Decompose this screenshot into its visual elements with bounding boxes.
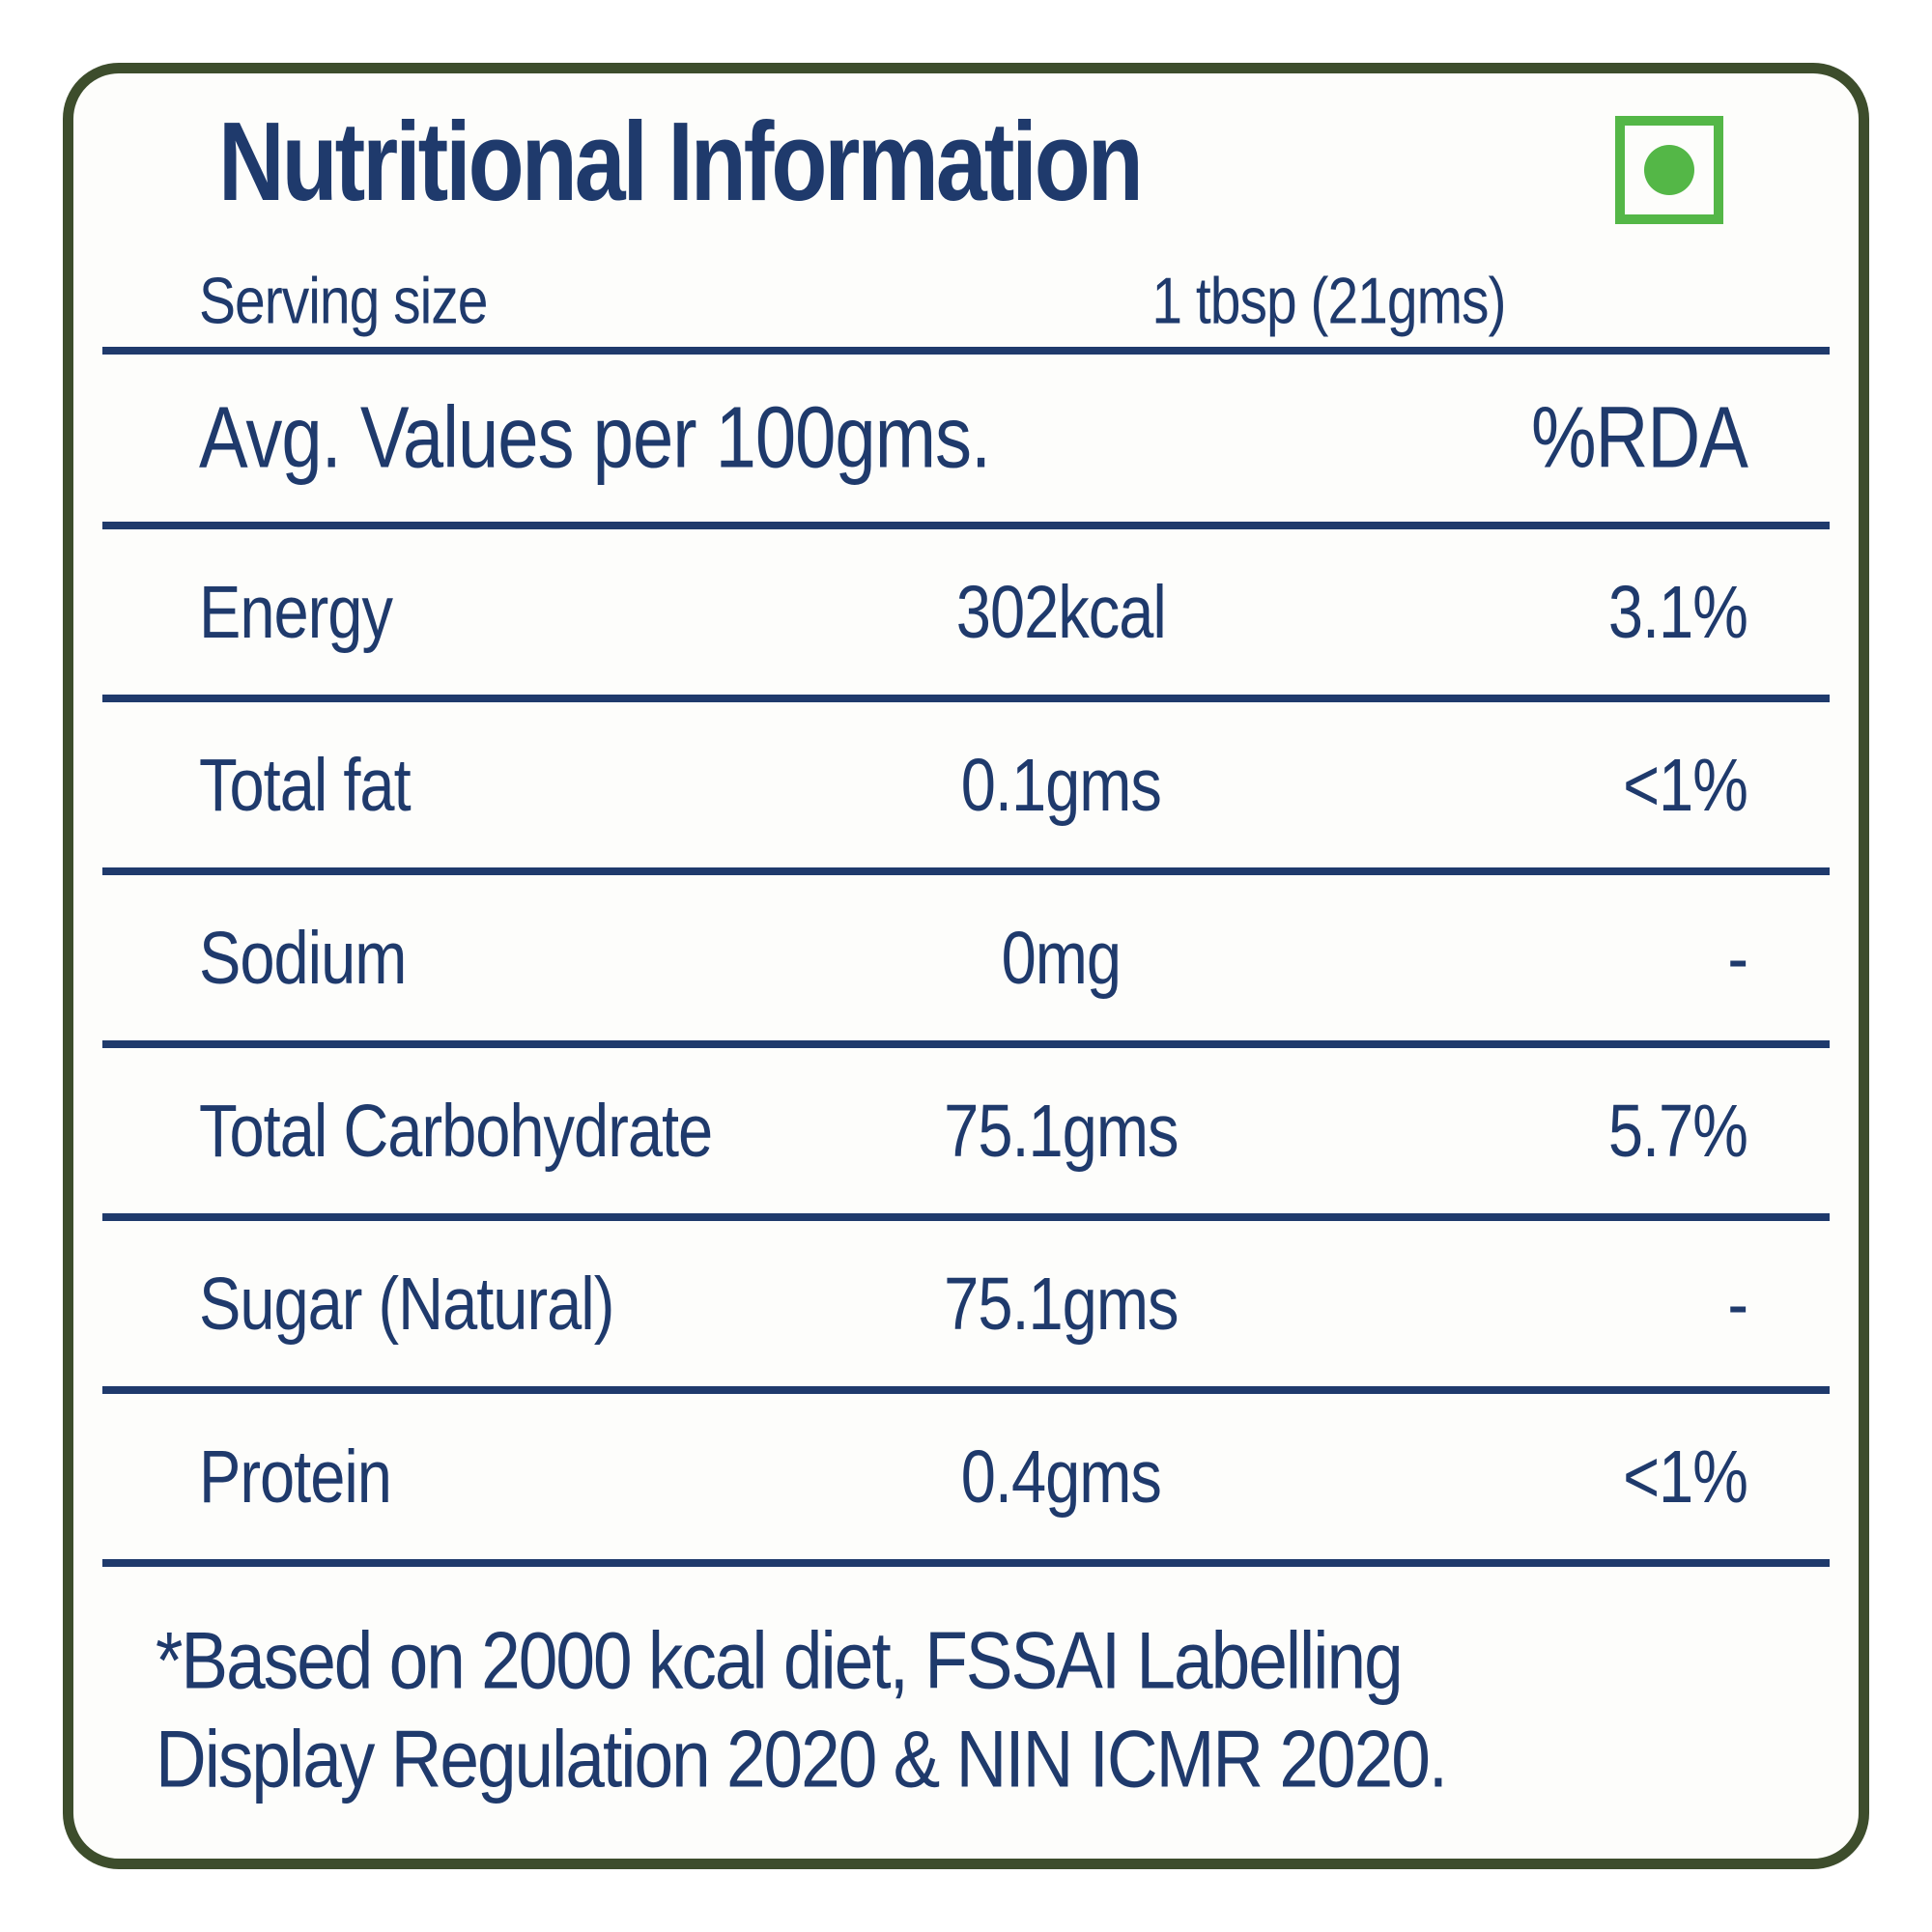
nutrient-name: Protein — [199, 1435, 392, 1519]
serving-size-value: 1 tbsp (21gms) — [1151, 265, 1506, 338]
table-row: Total Carbohydrate 75.1gms 5.7% — [102, 1048, 1830, 1221]
values-column-header: Avg. Values per 100gms. — [199, 389, 991, 487]
rda-column-header: %RDA — [1530, 389, 1748, 487]
nutrient-amount: 0mg — [1001, 916, 1122, 1000]
veg-mark-icon — [1615, 116, 1723, 224]
nutrition-label: Nutritional Information Serving size 1 t… — [63, 63, 1869, 1869]
nutrient-rda: 5.7% — [1607, 1089, 1748, 1173]
label-header: Nutritional Information Serving size 1 t… — [102, 73, 1830, 355]
nutrient-name: Sodium — [199, 916, 407, 1000]
page-title: Nutritional Information — [218, 99, 1144, 225]
serving-size-row: Serving size 1 tbsp (21gms) — [102, 265, 1830, 338]
nutrient-amount: 75.1gms — [944, 1089, 1179, 1173]
table-row: Sugar (Natural) 75.1gms - — [102, 1221, 1830, 1394]
footnote-line-1: *Based on 2000 kcal diet, FSSAI Labellin… — [156, 1615, 1404, 1706]
nutrient-name: Total fat — [199, 743, 412, 827]
nutrient-amount: 0.4gms — [960, 1435, 1162, 1519]
nutrient-name: Total Carbohydrate — [199, 1089, 713, 1173]
serving-size-label: Serving size — [199, 265, 488, 338]
nutrient-rda: - — [1727, 1262, 1748, 1346]
nutrient-name: Energy — [199, 570, 393, 654]
nutrient-amount: 0.1gms — [960, 743, 1162, 827]
nutrient-rda: <1% — [1623, 1435, 1748, 1519]
table-column-header: Avg. Values per 100gms. %RDA — [102, 355, 1830, 529]
nutrient-amount: 302kcal — [955, 570, 1167, 654]
nutrient-amount: 75.1gms — [944, 1262, 1179, 1346]
nutrient-rda: 3.1% — [1607, 570, 1748, 654]
table-row: Energy 302kcal 3.1% — [102, 529, 1830, 702]
footnote: *Based on 2000 kcal diet, FSSAI Labellin… — [102, 1567, 1830, 1809]
nutrient-rda: - — [1727, 916, 1748, 1000]
table-row: Sodium 0mg - — [102, 875, 1830, 1048]
nutrient-name: Sugar (Natural) — [199, 1262, 614, 1346]
table-row: Protein 0.4gms <1% — [102, 1394, 1830, 1567]
footnote-line-2: Display Regulation 2020 & NIN ICMR 2020. — [156, 1715, 1448, 1805]
veg-dot-icon — [1644, 145, 1694, 195]
table-row: Total fat 0.1gms <1% — [102, 702, 1830, 875]
nutrient-rda: <1% — [1623, 743, 1748, 827]
